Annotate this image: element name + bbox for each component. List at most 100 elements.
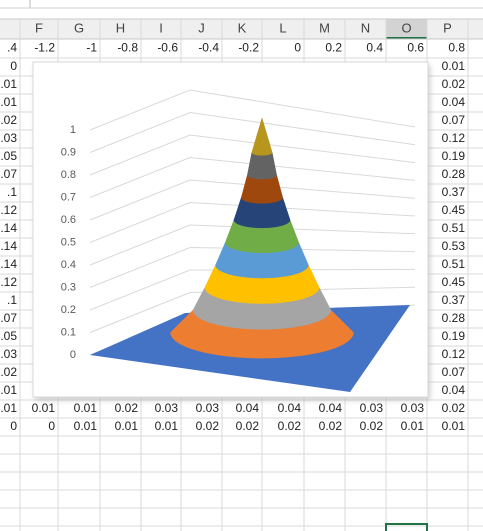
cell[interactable]: 0.01 bbox=[32, 401, 56, 415]
cell[interactable]: .05 bbox=[0, 329, 17, 343]
cell[interactable]: 0.51 bbox=[442, 257, 466, 271]
cell[interactable]: .05 bbox=[0, 149, 17, 163]
grid-line bbox=[89, 179, 416, 221]
cell[interactable]: 0 bbox=[10, 419, 17, 433]
cell[interactable]: 0.2 bbox=[325, 41, 342, 55]
cell[interactable]: 0.07 bbox=[442, 113, 466, 127]
cell[interactable]: -1.2 bbox=[34, 41, 55, 55]
column-header[interactable]: H bbox=[116, 20, 125, 35]
name-box[interactable] bbox=[0, 0, 31, 9]
cell[interactable]: -0.2 bbox=[238, 41, 259, 55]
cell[interactable]: 0.04 bbox=[278, 401, 302, 415]
column-header[interactable]: G bbox=[74, 20, 84, 35]
cell[interactable]: 0.04 bbox=[442, 383, 466, 397]
column-header[interactable]: N bbox=[361, 20, 370, 35]
cell[interactable]: .03 bbox=[0, 131, 17, 145]
cell[interactable]: 0.03 bbox=[196, 401, 220, 415]
column-header[interactable]: J bbox=[198, 20, 205, 35]
cell[interactable]: -1 bbox=[86, 41, 97, 55]
cell[interactable]: .12 bbox=[0, 203, 17, 217]
column-header[interactable]: I bbox=[159, 20, 163, 35]
cell[interactable]: 0.51 bbox=[442, 221, 466, 235]
cell[interactable]: 0.01 bbox=[74, 401, 98, 415]
cell[interactable]: .12 bbox=[0, 275, 17, 289]
grid-line bbox=[89, 201, 416, 243]
cell[interactable]: .07 bbox=[0, 167, 17, 181]
cell[interactable]: 0.12 bbox=[442, 347, 466, 361]
cell[interactable]: 0.01 bbox=[442, 419, 466, 433]
cell[interactable]: 0.19 bbox=[442, 149, 466, 163]
cell[interactable]: .14 bbox=[0, 239, 17, 253]
cell[interactable]: 0.02 bbox=[360, 419, 384, 433]
column-header[interactable]: M bbox=[319, 20, 330, 35]
cell[interactable]: 0.45 bbox=[442, 275, 466, 289]
cell[interactable]: .07 bbox=[0, 311, 17, 325]
cell[interactable]: 0.01 bbox=[74, 419, 98, 433]
cell[interactable]: 0.02 bbox=[442, 401, 466, 415]
cell[interactable]: 0.45 bbox=[442, 203, 466, 217]
chart[interactable]: 0 0.1 0.2 0.3 0.4 0.5 0.6 0.7 0.8 0.9 1 bbox=[32, 61, 430, 400]
cell[interactable]: 0.12 bbox=[442, 131, 466, 145]
cell[interactable]: 0.03 bbox=[360, 401, 384, 415]
cell[interactable]: 0.04 bbox=[442, 95, 466, 109]
cell[interactable]: 0.03 bbox=[155, 401, 179, 415]
cell[interactable]: 0.02 bbox=[278, 419, 302, 433]
cell[interactable]: 0.02 bbox=[115, 401, 139, 415]
cell[interactable]: .1 bbox=[7, 185, 17, 199]
z-tick-label: 0.2 bbox=[61, 304, 76, 316]
cell[interactable]: 0.8 bbox=[448, 41, 465, 55]
cell[interactable]: 0.28 bbox=[442, 167, 466, 181]
cell[interactable]: .03 bbox=[0, 347, 17, 361]
cell[interactable]: 0.01 bbox=[401, 419, 425, 433]
column-header[interactable]: P bbox=[443, 20, 452, 35]
cell[interactable]: .02 bbox=[0, 365, 17, 379]
selected-cell[interactable] bbox=[385, 523, 428, 531]
grid-line bbox=[89, 268, 416, 311]
column-header[interactable]: L bbox=[279, 20, 286, 35]
cell[interactable]: .14 bbox=[0, 257, 17, 271]
grid-line bbox=[89, 224, 416, 266]
cell[interactable]: .01 bbox=[0, 77, 17, 91]
cell[interactable]: 0.02 bbox=[196, 419, 220, 433]
cell[interactable]: 0.37 bbox=[442, 185, 466, 199]
cell[interactable]: 0.02 bbox=[442, 77, 466, 91]
surface-band bbox=[247, 152, 277, 180]
cell[interactable]: 0.01 bbox=[155, 419, 179, 433]
column-header[interactable]: F bbox=[35, 20, 43, 35]
cell[interactable]: 0 bbox=[10, 59, 17, 73]
cell[interactable]: 0 bbox=[48, 419, 55, 433]
grid-line bbox=[89, 156, 416, 198]
cell[interactable]: .4 bbox=[7, 41, 17, 55]
cell[interactable]: -0.8 bbox=[117, 41, 138, 55]
cell[interactable]: -0.6 bbox=[157, 41, 178, 55]
column-header[interactable]: K bbox=[238, 20, 247, 35]
cell[interactable]: 0 bbox=[294, 41, 301, 55]
z-tick-label: 0.1 bbox=[61, 326, 76, 338]
cell[interactable]: .01 bbox=[0, 95, 17, 109]
grid-line bbox=[89, 111, 416, 153]
cell[interactable]: .14 bbox=[0, 221, 17, 235]
cell[interactable]: 0.04 bbox=[319, 401, 343, 415]
cell[interactable]: 0.53 bbox=[442, 239, 466, 253]
column-header[interactable]: O bbox=[401, 20, 411, 35]
cell[interactable]: .01 bbox=[0, 383, 17, 397]
cell[interactable]: 0.07 bbox=[442, 365, 466, 379]
cell[interactable]: 0.19 bbox=[442, 329, 466, 343]
cell[interactable]: 0.02 bbox=[319, 419, 343, 433]
cell[interactable]: 0.04 bbox=[236, 401, 260, 415]
cell[interactable]: .1 bbox=[7, 293, 17, 307]
cell[interactable]: 0.03 bbox=[401, 401, 425, 415]
grid-line bbox=[89, 286, 416, 333]
cell[interactable]: 0.28 bbox=[442, 311, 466, 325]
cell[interactable]: .01 bbox=[0, 401, 17, 415]
cell[interactable]: .02 bbox=[0, 113, 17, 127]
cell[interactable]: 0.01 bbox=[442, 59, 466, 73]
cell[interactable]: 0.01 bbox=[115, 419, 139, 433]
cell[interactable]: 0.4 bbox=[366, 41, 383, 55]
cell[interactable]: 0.6 bbox=[407, 41, 424, 55]
cell[interactable]: -0.4 bbox=[198, 41, 219, 55]
cell[interactable]: 0.37 bbox=[442, 293, 466, 307]
grid-line bbox=[89, 89, 416, 131]
cell[interactable]: 0.02 bbox=[236, 419, 260, 433]
